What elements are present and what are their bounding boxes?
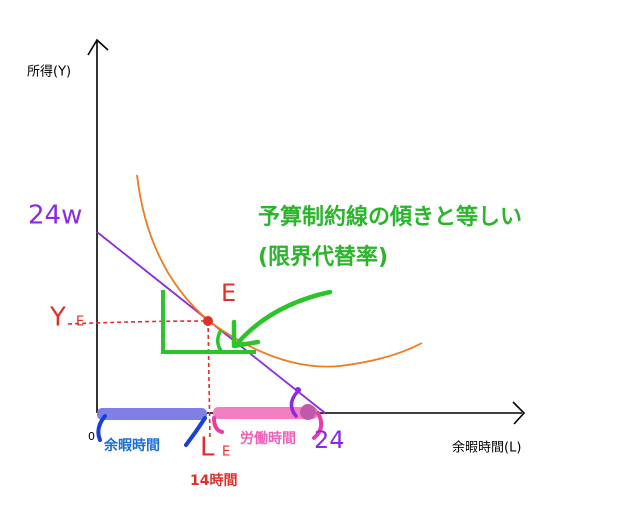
origin-label: 0 [88,430,95,443]
x-intercept-label: 24 [314,426,345,454]
leisure-bar [97,408,207,420]
y-intercept-label: 24w [28,201,82,231]
green-arrow [231,289,333,349]
ye-sub: E [76,315,84,330]
ye-label: Y [49,303,66,333]
leisure-label: 余暇時間 [103,437,160,454]
slope-triangle [161,290,256,354]
equilibrium-label: E [221,279,236,307]
leisure-bracket [96,414,207,447]
slope-arc [216,329,224,354]
purple-dot [295,387,301,393]
labor-label: 労働時間 [240,430,296,447]
pink-dot [300,404,316,420]
labor-bracket [212,411,324,440]
axes [87,38,526,425]
y-axis-label: 所得(Y) [27,64,71,80]
annotation-line2: (限界代替率) [258,244,388,270]
indifference-curve [136,174,423,368]
x-axis-label: 余暇時間(L) [452,440,521,456]
annotation-line1: 予算制約線の傾きと等しい [258,204,522,230]
dashed-guides [67,320,211,441]
equilibrium-dot [203,316,213,326]
le-value: 14時間 [190,472,237,489]
purple-arc [289,389,300,418]
le-label: L [200,433,215,463]
x-arrow [512,401,526,425]
y-arrow [87,38,109,56]
le-sub: E [222,445,230,460]
